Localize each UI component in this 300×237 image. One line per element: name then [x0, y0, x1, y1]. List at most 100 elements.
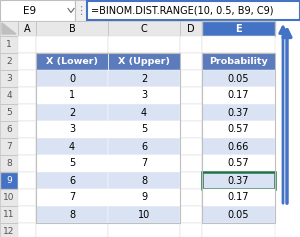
Bar — [180, 104, 202, 121]
Bar — [180, 36, 202, 53]
Bar — [108, 36, 180, 53]
Bar — [202, 53, 275, 70]
Text: 3: 3 — [69, 124, 75, 135]
Bar — [202, 206, 275, 223]
Bar — [36, 70, 108, 87]
Bar — [36, 206, 108, 223]
Text: 8: 8 — [6, 159, 12, 168]
Bar — [0, 36, 18, 53]
Bar — [180, 21, 202, 36]
Text: Probability: Probability — [209, 57, 268, 66]
Bar — [0, 206, 18, 223]
Bar — [0, 0, 75, 21]
Text: 5: 5 — [6, 108, 12, 117]
Text: 6: 6 — [6, 125, 12, 134]
Bar — [108, 138, 180, 155]
Text: 0.57: 0.57 — [228, 124, 249, 135]
Bar — [202, 172, 275, 189]
Bar — [18, 138, 36, 155]
Bar — [202, 36, 275, 53]
Text: 6: 6 — [69, 176, 75, 186]
Bar — [108, 206, 180, 223]
Text: 3: 3 — [6, 74, 12, 83]
Bar — [36, 104, 108, 121]
Text: 11: 11 — [3, 210, 15, 219]
Text: ⋮: ⋮ — [75, 5, 87, 15]
Bar — [36, 172, 108, 189]
Bar — [0, 21, 18, 36]
Text: 0.17: 0.17 — [228, 91, 249, 100]
Bar — [108, 70, 180, 87]
Bar — [0, 121, 18, 138]
Bar — [108, 138, 180, 155]
Text: 4: 4 — [69, 141, 75, 151]
Bar — [180, 172, 202, 189]
Bar — [0, 189, 18, 206]
Bar — [36, 104, 108, 121]
Bar — [36, 223, 108, 237]
Bar — [108, 70, 180, 87]
Bar — [36, 87, 108, 104]
Bar — [0, 70, 18, 87]
Bar — [108, 53, 180, 70]
Bar — [36, 121, 108, 138]
Bar — [18, 21, 36, 36]
Bar — [202, 121, 275, 138]
Text: 3: 3 — [141, 91, 147, 100]
Bar — [0, 104, 18, 121]
Text: 8: 8 — [141, 176, 147, 186]
Bar — [108, 121, 180, 138]
Text: 0.05: 0.05 — [228, 73, 249, 83]
Bar — [202, 53, 275, 70]
Bar — [18, 172, 36, 189]
Text: 9: 9 — [141, 192, 147, 202]
Bar — [180, 70, 202, 87]
Text: 0.66: 0.66 — [228, 141, 249, 151]
Bar — [36, 53, 180, 223]
Bar — [18, 155, 36, 172]
Bar — [202, 104, 275, 121]
Bar — [36, 155, 108, 172]
Bar — [36, 87, 108, 104]
Bar — [36, 189, 108, 206]
Bar — [180, 138, 202, 155]
Bar — [18, 87, 36, 104]
Bar — [202, 206, 275, 223]
Text: 7: 7 — [141, 159, 147, 169]
Text: 1: 1 — [69, 91, 75, 100]
Text: B: B — [69, 23, 75, 33]
Bar — [108, 87, 180, 104]
Text: 1: 1 — [6, 40, 12, 49]
Text: 2: 2 — [69, 108, 75, 118]
Text: X (Lower): X (Lower) — [46, 57, 98, 66]
Text: 5: 5 — [69, 159, 75, 169]
Bar — [202, 172, 275, 189]
Bar — [108, 104, 180, 121]
Bar — [180, 189, 202, 206]
Bar — [108, 155, 180, 172]
Text: 9: 9 — [6, 176, 12, 185]
Bar — [36, 53, 108, 70]
Polygon shape — [2, 23, 16, 34]
Text: 2: 2 — [141, 73, 147, 83]
Text: 10: 10 — [138, 210, 150, 219]
Bar — [180, 206, 202, 223]
Text: 7: 7 — [69, 192, 75, 202]
Bar — [36, 206, 108, 223]
Bar — [180, 155, 202, 172]
Text: C: C — [141, 23, 147, 33]
Bar — [202, 189, 275, 206]
Text: 4: 4 — [6, 91, 12, 100]
Bar — [108, 87, 180, 104]
Text: E: E — [235, 23, 242, 33]
Bar — [36, 172, 108, 189]
Bar — [202, 104, 275, 121]
Bar — [18, 53, 36, 70]
Bar — [0, 138, 18, 155]
Text: 5: 5 — [141, 124, 147, 135]
Bar — [18, 104, 36, 121]
Text: E9: E9 — [23, 5, 37, 15]
Bar — [36, 155, 108, 172]
Text: 4: 4 — [141, 108, 147, 118]
Bar — [180, 121, 202, 138]
